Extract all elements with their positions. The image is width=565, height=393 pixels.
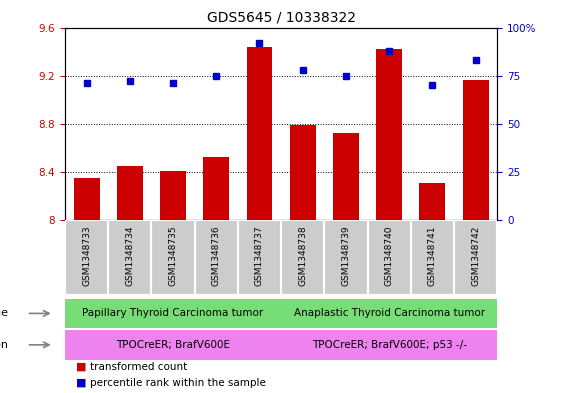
Text: ■: ■ — [76, 378, 87, 388]
Text: tissue: tissue — [0, 309, 8, 318]
Bar — [367, 220, 411, 295]
Text: percentile rank within the sample: percentile rank within the sample — [90, 378, 266, 388]
Bar — [73, 178, 99, 220]
Text: GSM1348742: GSM1348742 — [471, 226, 480, 286]
Text: GSM1348741: GSM1348741 — [428, 226, 437, 286]
Bar — [160, 171, 186, 220]
Text: ■: ■ — [76, 362, 87, 372]
Bar — [203, 158, 229, 220]
Bar — [65, 299, 281, 328]
Text: GSM1348740: GSM1348740 — [385, 226, 394, 286]
Bar — [376, 49, 402, 220]
Text: TPOCreER; BrafV600E: TPOCreER; BrafV600E — [116, 340, 230, 350]
Bar — [65, 330, 281, 360]
Bar — [281, 220, 324, 295]
Text: GSM1348739: GSM1348739 — [341, 226, 350, 286]
Text: TPOCreER; BrafV600E; p53 -/-: TPOCreER; BrafV600E; p53 -/- — [312, 340, 467, 350]
Bar — [333, 133, 359, 220]
Bar — [324, 220, 368, 295]
Text: transformed count: transformed count — [90, 362, 188, 372]
Bar — [246, 47, 272, 220]
Bar — [290, 125, 316, 220]
Text: GSM1348734: GSM1348734 — [125, 226, 134, 286]
Text: GSM1348735: GSM1348735 — [168, 226, 177, 286]
Bar — [194, 220, 238, 295]
Bar — [117, 166, 143, 220]
Bar — [419, 183, 445, 220]
Bar — [411, 220, 454, 295]
Bar — [108, 220, 151, 295]
Text: Papillary Thyroid Carcinoma tumor: Papillary Thyroid Carcinoma tumor — [82, 309, 264, 318]
Text: GSM1348736: GSM1348736 — [212, 226, 221, 286]
Bar — [281, 299, 497, 328]
Bar — [238, 220, 281, 295]
Bar — [281, 330, 497, 360]
Bar — [454, 220, 497, 295]
Text: genotype/variation: genotype/variation — [0, 340, 8, 350]
Text: Anaplastic Thyroid Carcinoma tumor: Anaplastic Thyroid Carcinoma tumor — [294, 309, 485, 318]
Bar — [151, 220, 194, 295]
Text: GSM1348737: GSM1348737 — [255, 226, 264, 286]
Bar — [463, 81, 489, 220]
Title: GDS5645 / 10338322: GDS5645 / 10338322 — [207, 11, 355, 25]
Text: GSM1348733: GSM1348733 — [82, 226, 91, 286]
Text: GSM1348738: GSM1348738 — [298, 226, 307, 286]
Bar — [65, 220, 108, 295]
